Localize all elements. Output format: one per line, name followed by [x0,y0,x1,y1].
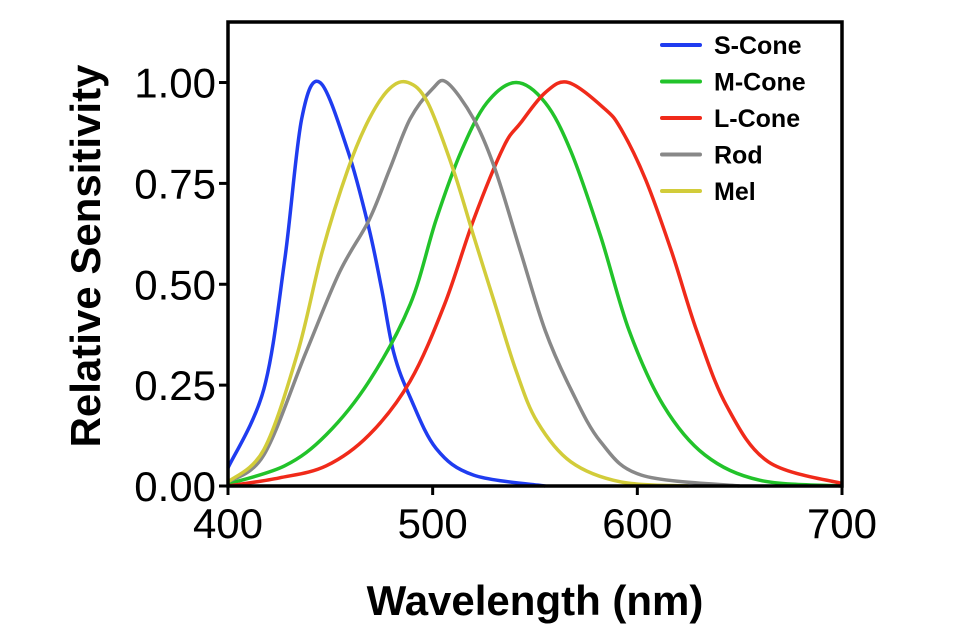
series-line-l-cone [227,80,843,488]
y-tick-label: 0.25 [134,362,216,409]
x-axis: 400 500 600 700 [193,486,877,547]
legend-label: Rod [714,142,763,170]
series-line-rod [226,78,740,488]
legend: S-Cone M-Cone L-Cone Rod Mel [660,32,806,206]
y-tick-label: 0.75 [134,160,216,207]
legend-label: S-Cone [714,32,802,60]
plot-frame [226,20,844,488]
x-tick-label: 500 [398,500,468,547]
x-tick-label: 400 [193,500,263,547]
x-tick-label: 600 [602,500,672,547]
legend-item-rod: Rod [660,142,763,170]
legend-item-mel: Mel [660,178,756,206]
y-tick-label: 1.00 [134,60,216,107]
y-tick-label: 0.00 [134,463,216,510]
legend-item-s-cone: S-Cone [660,32,802,60]
legend-item-l-cone: L-Cone [660,105,800,133]
x-tick-label: 700 [807,500,877,547]
legend-label: M-Cone [714,69,806,97]
legend-label: Mel [714,178,756,206]
x-axis-title: Wavelength (nm) [367,577,704,624]
y-tick-label: 0.50 [134,261,216,308]
y-axis: 0.00 0.25 0.50 0.75 1.00 [134,60,228,510]
legend-item-m-cone: M-Cone [660,69,806,97]
series-line-s-cone [226,79,546,488]
legend-label: L-Cone [714,105,800,133]
y-axis-title: Relative Sensitivity [62,64,109,447]
series-line-m-cone [227,80,843,488]
series-curves [226,78,843,488]
series-line-mel [226,79,689,488]
